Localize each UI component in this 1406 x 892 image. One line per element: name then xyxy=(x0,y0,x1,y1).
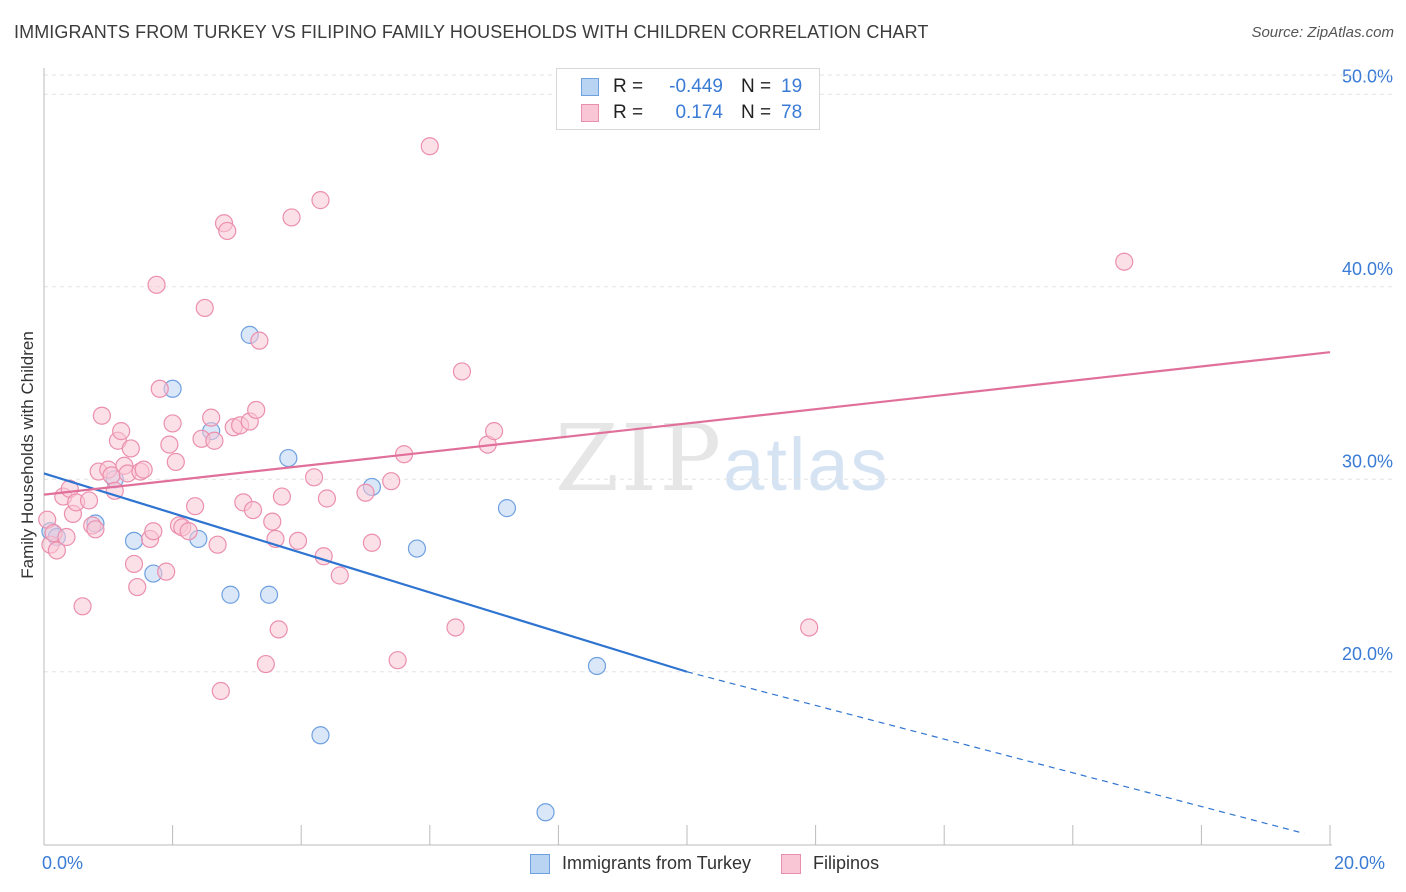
data-point-filipinos xyxy=(134,460,153,479)
data-point-filipinos xyxy=(166,452,185,472)
data-point-filipinos xyxy=(256,654,275,674)
trend-line-turkey xyxy=(43,472,688,673)
chart-title: IMMIGRANTS FROM TURKEY VS FILIPINO FAMIL… xyxy=(14,22,929,42)
data-point-filipinos xyxy=(112,422,131,441)
legend-swatch-filipinos xyxy=(781,853,802,874)
chart-source: Source: ZipAtlas.com xyxy=(1251,24,1394,41)
stats-row-turkey: R = -0.449 N = 19 xyxy=(581,75,802,99)
stats-n-value: 19 xyxy=(781,76,803,97)
data-point-filipinos xyxy=(150,379,169,398)
data-point-filipinos xyxy=(157,562,176,581)
data-point-filipinos xyxy=(205,431,224,450)
data-point-turkey xyxy=(587,656,607,676)
data-point-filipinos xyxy=(269,620,288,639)
data-point-filipinos xyxy=(272,487,292,506)
data-point-filipinos xyxy=(73,597,92,616)
data-point-filipinos xyxy=(163,414,182,433)
legend-label-turkey: Immigrants from Turkey xyxy=(562,853,752,873)
data-point-filipinos xyxy=(195,298,214,318)
data-point-filipinos xyxy=(86,520,105,539)
data-point-filipinos xyxy=(452,362,472,381)
data-point-filipinos xyxy=(282,208,301,227)
data-point-filipinos xyxy=(144,522,163,541)
data-point-filipinos xyxy=(179,522,198,541)
y-tick-label: 50.0% xyxy=(1342,66,1393,86)
stats-r-label: R = xyxy=(613,102,644,123)
data-point-filipinos xyxy=(128,577,147,597)
data-point-filipinos xyxy=(382,472,401,491)
data-point-filipinos xyxy=(800,618,819,637)
data-point-turkey xyxy=(536,803,555,822)
data-point-turkey xyxy=(497,499,517,518)
legend-label-filipinos: Filipinos xyxy=(813,853,880,873)
data-point-filipinos xyxy=(1115,252,1134,271)
data-point-filipinos xyxy=(356,483,375,502)
stats-swatch-turkey xyxy=(581,78,599,96)
data-point-filipinos xyxy=(186,497,205,516)
data-point-filipinos xyxy=(211,681,230,701)
data-point-turkey xyxy=(407,539,427,558)
data-point-filipinos xyxy=(388,651,407,670)
stats-row-filipinos: R = 0.174 N = 78 xyxy=(581,101,802,125)
x-tick-label-min: 0.0% xyxy=(42,853,84,873)
y-tick-label: 30.0% xyxy=(1342,451,1393,471)
data-point-turkey xyxy=(311,726,330,745)
legend-item-turkey: Immigrants from Turkey xyxy=(530,853,751,874)
stats-swatch-filipinos xyxy=(581,104,599,122)
y-tick-label: 40.0% xyxy=(1342,259,1393,279)
data-point-filipinos xyxy=(47,541,66,560)
data-point-filipinos xyxy=(124,554,144,574)
data-point-filipinos xyxy=(202,408,221,427)
data-point-filipinos xyxy=(57,527,76,547)
data-point-filipinos xyxy=(208,535,227,554)
data-point-filipinos xyxy=(92,406,111,425)
data-point-filipinos xyxy=(247,400,266,420)
data-point-filipinos xyxy=(147,275,166,294)
data-point-filipinos xyxy=(218,221,237,241)
data-point-filipinos xyxy=(288,531,308,550)
chart-legend: Immigrants from Turkey Filipinos xyxy=(530,853,909,874)
data-point-filipinos xyxy=(160,435,179,454)
data-point-turkey xyxy=(259,585,279,604)
data-point-filipinos xyxy=(311,191,330,210)
legend-swatch-turkey xyxy=(530,853,550,874)
trend-line-filipinos xyxy=(43,351,1331,496)
y-tick-label: 20.0% xyxy=(1342,644,1393,664)
data-point-filipinos xyxy=(317,489,337,508)
stats-r-label: R = xyxy=(613,76,644,97)
data-point-turkey xyxy=(221,585,240,604)
data-point-filipinos xyxy=(420,137,439,156)
stats-n-label: N = xyxy=(741,102,772,123)
data-point-filipinos xyxy=(446,618,465,637)
watermark-atlas: atlas xyxy=(723,423,890,506)
data-point-filipinos xyxy=(243,500,263,520)
data-point-filipinos xyxy=(263,512,282,531)
data-point-filipinos xyxy=(330,566,349,585)
stats-r-value: 0.174 xyxy=(675,102,723,123)
stats-n-value: 78 xyxy=(781,102,803,123)
data-point-turkey xyxy=(124,531,144,550)
data-point-turkey xyxy=(279,448,298,468)
data-point-filipinos xyxy=(79,491,99,510)
data-point-filipinos xyxy=(362,533,382,552)
trend-line-extension-turkey xyxy=(686,671,1305,835)
x-tick-label-max: 20.0% xyxy=(1334,853,1386,873)
legend-item-filipinos: Filipinos xyxy=(781,853,879,874)
stats-box: R = -0.449 N = 19 R = 0.174 N = 78 xyxy=(556,68,820,130)
data-point-filipinos xyxy=(121,439,140,458)
stats-r-value: -0.449 xyxy=(669,76,723,97)
data-point-filipinos xyxy=(485,422,504,441)
stats-n-label: N = xyxy=(741,76,772,97)
data-point-filipinos xyxy=(250,331,269,350)
data-point-filipinos xyxy=(304,468,324,487)
